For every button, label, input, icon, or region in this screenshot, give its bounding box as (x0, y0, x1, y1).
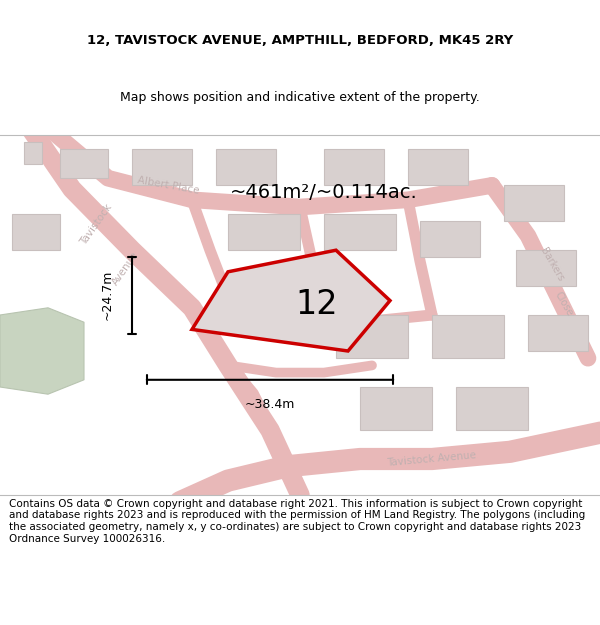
Text: 12, TAVISTOCK AVENUE, AMPTHILL, BEDFORD, MK45 2RY: 12, TAVISTOCK AVENUE, AMPTHILL, BEDFORD,… (87, 34, 513, 47)
Polygon shape (504, 186, 564, 221)
Text: ~38.4m: ~38.4m (245, 398, 295, 411)
Polygon shape (324, 214, 396, 250)
Text: Barkers: Barkers (538, 246, 566, 283)
Text: Albert Place: Albert Place (136, 175, 200, 196)
Polygon shape (456, 387, 528, 430)
Text: ~461m²/~0.114ac.: ~461m²/~0.114ac. (230, 183, 418, 202)
Text: 12: 12 (295, 288, 338, 321)
Polygon shape (0, 308, 84, 394)
Polygon shape (132, 149, 192, 186)
Polygon shape (360, 387, 432, 430)
Polygon shape (24, 142, 42, 164)
Polygon shape (528, 315, 588, 351)
Polygon shape (516, 250, 576, 286)
Polygon shape (216, 149, 276, 186)
Text: ~24.7m: ~24.7m (101, 270, 114, 321)
Polygon shape (192, 250, 390, 351)
Polygon shape (60, 149, 108, 178)
Text: Avenue: Avenue (111, 249, 141, 287)
Polygon shape (420, 221, 480, 258)
Polygon shape (228, 214, 300, 250)
Text: Close: Close (553, 290, 575, 318)
Text: Contains OS data © Crown copyright and database right 2021. This information is : Contains OS data © Crown copyright and d… (9, 499, 585, 544)
Polygon shape (408, 149, 468, 186)
Polygon shape (336, 315, 408, 358)
Polygon shape (324, 149, 384, 186)
Text: Tavistock: Tavistock (78, 202, 114, 248)
Text: Tavistock Avenue: Tavistock Avenue (387, 450, 477, 468)
Polygon shape (12, 214, 60, 250)
Text: Map shows position and indicative extent of the property.: Map shows position and indicative extent… (120, 91, 480, 104)
Polygon shape (432, 315, 504, 358)
